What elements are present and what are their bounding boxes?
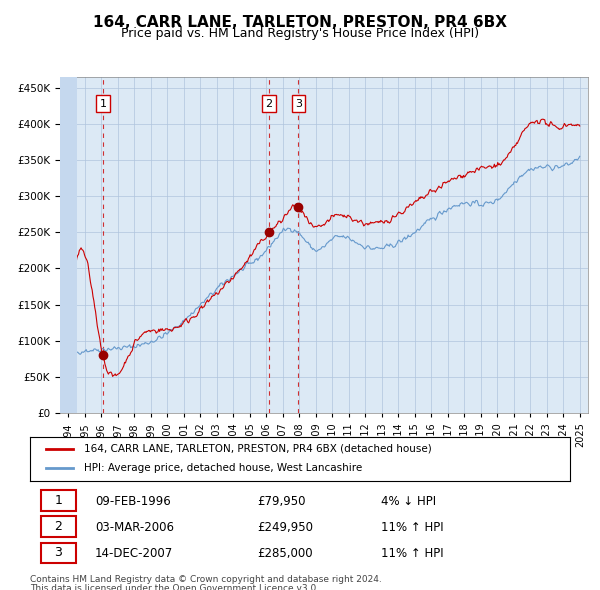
Text: 11% ↑ HPI: 11% ↑ HPI — [381, 547, 443, 560]
Text: HPI: Average price, detached house, West Lancashire: HPI: Average price, detached house, West… — [84, 464, 362, 473]
Text: 03-MAR-2006: 03-MAR-2006 — [95, 521, 174, 534]
FancyBboxPatch shape — [41, 516, 76, 537]
Text: 164, CARR LANE, TARLETON, PRESTON, PR4 6BX (detached house): 164, CARR LANE, TARLETON, PRESTON, PR4 6… — [84, 444, 432, 454]
Text: 3: 3 — [295, 99, 302, 109]
Text: £79,950: £79,950 — [257, 494, 305, 507]
Text: 4% ↓ HPI: 4% ↓ HPI — [381, 494, 436, 507]
Text: 11% ↑ HPI: 11% ↑ HPI — [381, 521, 443, 534]
Text: Contains HM Land Registry data © Crown copyright and database right 2024.: Contains HM Land Registry data © Crown c… — [30, 575, 382, 584]
Text: Price paid vs. HM Land Registry's House Price Index (HPI): Price paid vs. HM Land Registry's House … — [121, 27, 479, 40]
Text: 3: 3 — [55, 546, 62, 559]
Text: 09-FEB-1996: 09-FEB-1996 — [95, 494, 170, 507]
FancyBboxPatch shape — [41, 490, 76, 510]
Text: £285,000: £285,000 — [257, 547, 313, 560]
Text: 2: 2 — [265, 99, 272, 109]
Text: 1: 1 — [100, 99, 107, 109]
FancyBboxPatch shape — [41, 543, 76, 563]
Text: 14-DEC-2007: 14-DEC-2007 — [95, 547, 173, 560]
Text: 1: 1 — [55, 494, 62, 507]
Text: 2: 2 — [55, 520, 62, 533]
Text: 164, CARR LANE, TARLETON, PRESTON, PR4 6BX: 164, CARR LANE, TARLETON, PRESTON, PR4 6… — [93, 15, 507, 30]
Text: £249,950: £249,950 — [257, 521, 313, 534]
Bar — [60, 77, 77, 413]
Text: This data is licensed under the Open Government Licence v3.0.: This data is licensed under the Open Gov… — [30, 584, 319, 590]
